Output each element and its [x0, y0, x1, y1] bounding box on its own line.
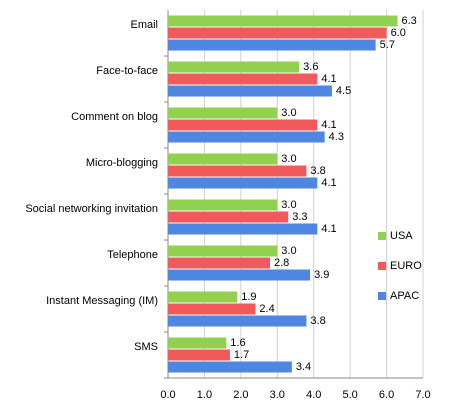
legend-label: APAC [390, 290, 419, 302]
data-label: 4.1 [321, 177, 336, 189]
legend-label: EURO [390, 260, 422, 272]
data-label: 4.1 [321, 119, 336, 131]
bar [168, 245, 278, 257]
bar [168, 269, 311, 281]
bar [168, 315, 307, 327]
y-tick-label: Comment on blog [71, 111, 158, 123]
y-tick-label: Email [130, 19, 158, 31]
bar [168, 349, 230, 361]
legend-label: USA [390, 230, 413, 242]
bar [168, 291, 238, 303]
bar [168, 211, 289, 223]
y-tick-label: Instant Messaging (IM) [46, 295, 158, 307]
x-tick-label: 1.0 [197, 389, 212, 401]
legend-swatch [378, 292, 386, 300]
bar [168, 15, 398, 27]
data-label: 4.1 [321, 223, 336, 235]
x-tick-label: 2.0 [233, 389, 248, 401]
x-tick-label: 0.0 [160, 389, 175, 401]
bar [168, 303, 256, 315]
data-label: 1.9 [241, 291, 256, 303]
data-label: 5.7 [380, 39, 395, 51]
bar [168, 223, 318, 235]
bar [168, 73, 318, 85]
data-label: 6.0 [391, 27, 406, 39]
bar [168, 61, 300, 73]
y-tick-label: Social networking invitation [25, 203, 158, 215]
data-label: 2.8 [274, 257, 289, 269]
bar [168, 177, 318, 189]
bar [168, 361, 292, 373]
data-label: 3.8 [310, 315, 325, 327]
data-label: 3.0 [281, 153, 296, 165]
x-tick-label: 7.0 [415, 389, 430, 401]
data-label: 3.0 [281, 107, 296, 119]
data-label: 1.6 [230, 337, 245, 349]
bar [168, 85, 332, 97]
data-label: 3.8 [310, 165, 325, 177]
x-tick-label: 3.0 [270, 389, 285, 401]
data-label: 4.3 [329, 131, 344, 143]
legend-swatch [378, 232, 386, 240]
data-label: 3.0 [281, 245, 296, 257]
bar [168, 39, 376, 51]
data-label: 3.9 [314, 269, 329, 281]
data-label: 3.3 [292, 211, 307, 223]
data-label: 3.4 [296, 361, 311, 373]
x-tick-label: 5.0 [342, 389, 357, 401]
bar [168, 131, 325, 143]
y-tick-label: Micro-blogging [86, 157, 158, 169]
y-tick-label: Face-to-face [96, 65, 158, 77]
y-tick-label: Telephone [107, 249, 158, 261]
data-label: 1.7 [234, 349, 249, 361]
bar [168, 153, 278, 165]
data-label: 4.1 [321, 73, 336, 85]
data-label: 3.6 [303, 61, 318, 73]
x-tick-label: 6.0 [379, 389, 394, 401]
x-tick-label: 4.0 [306, 389, 321, 401]
bar [168, 337, 227, 349]
bar [168, 27, 387, 39]
bar [168, 257, 270, 269]
data-label: 2.4 [259, 303, 274, 315]
y-tick-label: SMS [134, 341, 158, 353]
bar [168, 165, 307, 177]
bar [168, 199, 278, 211]
data-label: 3.0 [281, 199, 296, 211]
bar [168, 119, 318, 131]
bar [168, 107, 278, 119]
legend-swatch [378, 262, 386, 270]
data-label: 4.5 [336, 85, 351, 97]
data-label: 6.3 [402, 15, 417, 27]
